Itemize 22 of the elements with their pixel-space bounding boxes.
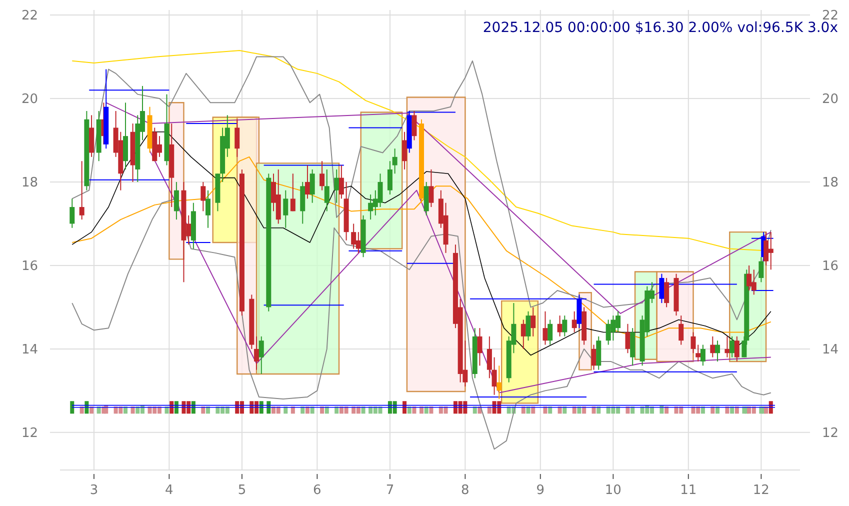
y2-tick-label: 20	[822, 92, 839, 108]
y-tick-label: 22	[21, 8, 38, 24]
y-tick-label: 14	[21, 342, 38, 358]
y-tick-label: 12	[21, 426, 38, 441]
y-tick-label: 18	[21, 176, 38, 191]
y2-tick-label: 16	[822, 259, 839, 274]
x-tick-label: 7	[386, 483, 394, 498]
x-tick-label: 9	[536, 483, 545, 498]
x-tick-label: 4	[165, 483, 174, 498]
x-tick-label: 10	[604, 483, 622, 498]
x-tick-label: 5	[238, 483, 246, 498]
x-tick-label: 6	[313, 483, 322, 498]
y-tick-label: 16	[21, 259, 38, 274]
y2-tick-label: 14	[822, 342, 839, 358]
x-tick-label: 3	[90, 483, 98, 498]
x-tick-label: 11	[680, 483, 697, 498]
y2-tick-label: 18	[822, 176, 839, 191]
x-tick-label: 12	[752, 483, 770, 498]
chart-title: 2025.12.05 00:00:00 $16.30 2.00% vol:96.5K 3.0x	[482, 20, 838, 36]
x-tick-label: 8	[461, 483, 470, 498]
y2-tick-label: 12	[822, 426, 839, 441]
y-tick-label: 20	[21, 92, 38, 108]
